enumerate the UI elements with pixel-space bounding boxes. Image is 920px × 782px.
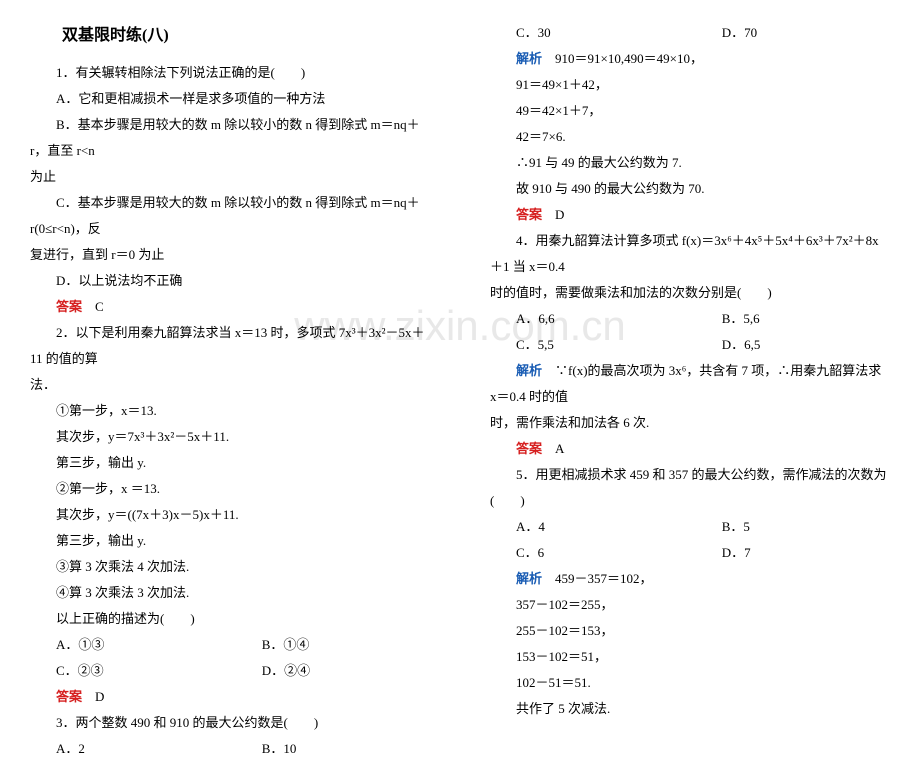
q3-jx-label: 解析: [516, 51, 542, 66]
q4-optC: C．5,5: [516, 332, 722, 358]
q4-optD: D．6,5: [722, 332, 890, 358]
q1-optB-line2: 为止: [30, 164, 430, 190]
q5-jx1: 459－357＝102，: [555, 571, 653, 586]
q5-optB: B．5: [722, 514, 890, 540]
q3-stem: 3．两个整数 490 和 910 的最大公约数是( ): [30, 710, 430, 736]
q5-optD: D．7: [722, 540, 890, 566]
q1-answer-line: 答案 C: [30, 294, 430, 320]
q2-answer-label: 答案: [56, 689, 82, 704]
q5-jx6: 共作了 5 次减法.: [490, 696, 890, 722]
q3-optD: D．70: [722, 20, 890, 46]
q2-s7: ③算 3 次乘法 4 次加法.: [30, 554, 430, 580]
q1-optC-line2: 复进行，直到 r＝0 为止: [30, 242, 430, 268]
q2-optA: A．①③: [56, 632, 262, 658]
q1-stem: 1．有关辗转相除法下列说法正确的是( ): [30, 60, 430, 86]
q1-answer: C: [95, 299, 104, 314]
q2-s5: 其次步，y＝((7x＋3)x－5)x＋11.: [30, 502, 430, 528]
q2-optB: B．①④: [262, 632, 430, 658]
q3-answer: D: [555, 207, 564, 222]
q4-answer-line: 答案 A: [490, 436, 890, 462]
q4-stem-line2: 时的值时，需要做乘法和加法的次数分别是( ): [490, 280, 890, 306]
q3-options-row1: A．2 B．10: [30, 736, 430, 762]
q2-stem-line2: 法．: [30, 372, 430, 398]
page-container: 双基限时练(八) 1．有关辗转相除法下列说法正确的是( ) A．它和更相减损术一…: [0, 0, 920, 782]
q4-answer-label: 答案: [516, 441, 542, 456]
q5-optC: C．6: [516, 540, 722, 566]
q5-optA: A．4: [516, 514, 722, 540]
q5-jx2: 357－102＝255，: [490, 592, 890, 618]
q5-options-row1: A．4 B．5: [490, 514, 890, 540]
q5-stem: 5．用更相减损术求 459 和 357 的最大公约数，需作减法的次数为( ): [490, 462, 890, 514]
q4-options-row1: A．6,6 B．5,6: [490, 306, 890, 332]
q3-jx5: ∴91 与 49 的最大公约数为 7.: [490, 150, 890, 176]
q2-ask: 以上正确的描述为( ): [30, 606, 430, 632]
q3-optA: A．2: [56, 736, 262, 762]
q4-stem-line1: 4．用秦九韶算法计算多项式 f(x)＝3x⁶＋4x⁵＋5x⁴＋6x³＋7x²＋8…: [490, 228, 890, 280]
q3-options-row2: C．30 D．70: [490, 20, 890, 46]
q3-jx-line1: 解析 910＝91×10,490＝49×10，: [490, 46, 890, 72]
right-column: C．30 D．70 解析 910＝91×10,490＝49×10， 91＝49×…: [460, 0, 920, 782]
q5-jx-label: 解析: [516, 571, 542, 586]
q2-options-row2: C．②③ D．②④: [30, 658, 430, 684]
q4-jx-label: 解析: [516, 363, 542, 378]
q2-stem-line1: 2．以下是利用秦九韶算法求当 x＝13 时，多项式 7x³＋3x²－5x＋11 …: [30, 320, 430, 372]
left-column: 双基限时练(八) 1．有关辗转相除法下列说法正确的是( ) A．它和更相减损术一…: [0, 0, 460, 782]
q1-optC-line1: C．基本步骤是用较大的数 m 除以较小的数 n 得到除式 m＝nq＋r(0≤r<…: [30, 190, 430, 242]
q4-optA: A．6,6: [516, 306, 722, 332]
q3-jx2: 91＝49×1＋42，: [490, 72, 890, 98]
q5-jx5: 102－51＝51.: [490, 670, 890, 696]
q5-options-row2: C．6 D．7: [490, 540, 890, 566]
q2-answer: D: [95, 689, 104, 704]
q1-answer-label: 答案: [56, 299, 82, 314]
q1-optB-line1: B．基本步骤是用较大的数 m 除以较小的数 n 得到除式 m＝nq＋r，直至 r…: [30, 112, 430, 164]
q3-optC: C．30: [516, 20, 722, 46]
q4-jx-line1: 解析 ∵f(x)的最高次项为 3x⁶，共含有 7 项，∴用秦九韶算法求 x＝0.…: [490, 358, 890, 410]
q5-jx3: 255－102＝153，: [490, 618, 890, 644]
q2-answer-line: 答案 D: [30, 684, 430, 710]
q4-answer: A: [555, 441, 564, 456]
q3-optB: B．10: [262, 736, 430, 762]
q1-optD: D．以上说法均不正确: [30, 268, 430, 294]
q2-options-row1: A．①③ B．①④: [30, 632, 430, 658]
q2-s4: ②第一步，x ＝13.: [30, 476, 430, 502]
q4-options-row2: C．5,5 D．6,5: [490, 332, 890, 358]
q2-optC: C．②③: [56, 658, 262, 684]
doc-title: 双基限时练(八): [30, 20, 430, 52]
q3-answer-label: 答案: [516, 207, 542, 222]
q2-s2: 其次步，y＝7x³＋3x²－5x＋11.: [30, 424, 430, 450]
q3-jx4: 42＝7×6.: [490, 124, 890, 150]
q3-jx1: 910＝91×10,490＝49×10，: [555, 51, 703, 66]
q2-optD: D．②④: [262, 658, 430, 684]
q1-optA: A．它和更相减损术一样是求多项值的一种方法: [30, 86, 430, 112]
q3-jx6: 故 910 与 490 的最大公约数为 70.: [490, 176, 890, 202]
q2-s1: ①第一步，x＝13.: [30, 398, 430, 424]
q2-s3: 第三步，输出 y.: [30, 450, 430, 476]
q2-s6: 第三步，输出 y.: [30, 528, 430, 554]
q3-jx3: 49＝42×1＋7，: [490, 98, 890, 124]
q4-jx2: 时，需作乘法和加法各 6 次.: [490, 410, 890, 436]
q4-jx1: ∵f(x)的最高次项为 3x⁶，共含有 7 项，∴用秦九韶算法求 x＝0.4 时…: [490, 363, 881, 404]
q5-jx-line1: 解析 459－357＝102，: [490, 566, 890, 592]
q3-answer-line: 答案 D: [490, 202, 890, 228]
q2-s8: ④算 3 次乘法 3 次加法.: [30, 580, 430, 606]
q5-jx4: 153－102＝51，: [490, 644, 890, 670]
q4-optB: B．5,6: [722, 306, 890, 332]
